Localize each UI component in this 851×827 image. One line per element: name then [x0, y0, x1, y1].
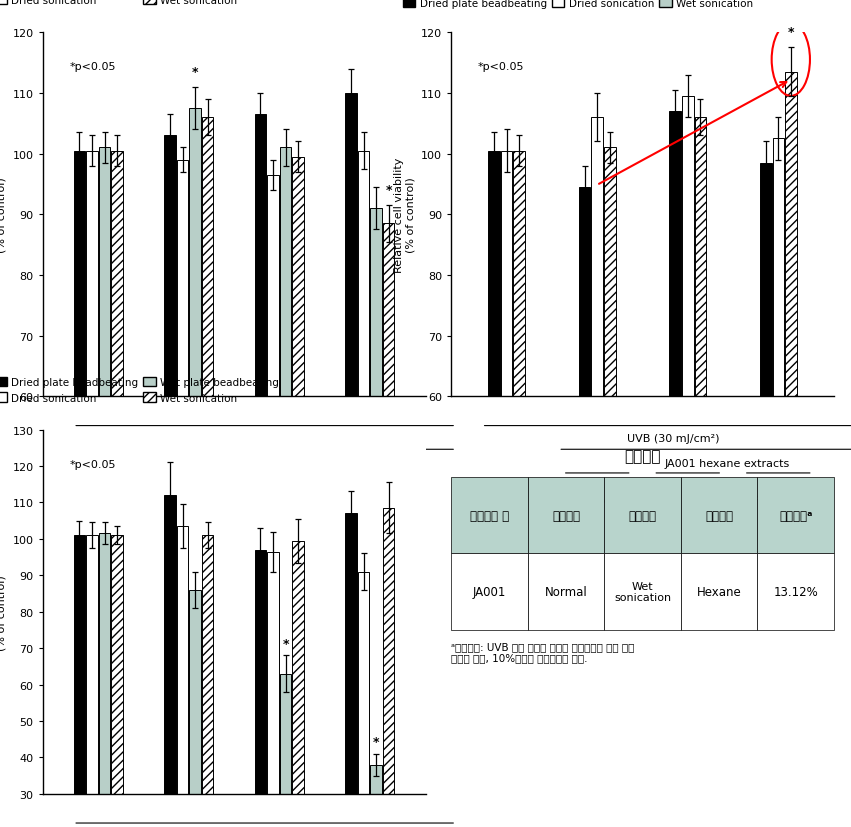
- Bar: [99, 148, 111, 397]
- Text: *: *: [373, 735, 380, 748]
- Bar: [292, 541, 304, 794]
- Bar: [383, 509, 394, 794]
- Bar: [111, 151, 123, 397]
- Y-axis label: Relative cell viability
(% of control): Relative cell viability (% of control): [0, 554, 7, 670]
- Text: UVB (30 mJ/cm²): UVB (30 mJ/cm²): [219, 433, 311, 443]
- Bar: [370, 765, 382, 794]
- Bar: [346, 514, 357, 794]
- Bar: [383, 224, 394, 397]
- Bar: [292, 157, 304, 397]
- Bar: [694, 118, 706, 397]
- Text: 10 μg/ml: 10 μg/ml: [166, 494, 212, 504]
- Bar: [501, 151, 512, 397]
- Legend: Dried plate beadbeating, Dried sonication, Wet sonication: Dried plate beadbeating, Dried sonicatio…: [399, 0, 757, 13]
- Bar: [177, 160, 188, 397]
- Bar: [111, 536, 123, 794]
- Y-axis label: Relative cell viability
(% of control): Relative cell viability (% of control): [0, 157, 7, 273]
- Bar: [346, 93, 357, 397]
- Bar: [579, 188, 591, 397]
- Text: JA001 EtOH extracts: JA001 EtOH extracts: [262, 459, 374, 469]
- Bar: [202, 536, 214, 794]
- Bar: [370, 209, 382, 397]
- Text: 40 μg/ml: 40 μg/ml: [346, 494, 393, 504]
- Bar: [591, 118, 603, 397]
- Text: *: *: [787, 26, 794, 39]
- Bar: [267, 552, 279, 794]
- Bar: [189, 590, 201, 794]
- Bar: [357, 572, 369, 794]
- Text: 20 μg/ml: 20 μg/ml: [256, 494, 302, 504]
- Bar: [513, 151, 525, 397]
- Text: 40 μg/ml: 40 μg/ml: [755, 494, 802, 504]
- Text: *: *: [283, 637, 288, 650]
- Bar: [682, 97, 694, 397]
- Bar: [164, 495, 176, 794]
- Text: *p<0.05: *p<0.05: [70, 62, 116, 72]
- Bar: [785, 73, 797, 397]
- Text: 10 μg/ml: 10 μg/ml: [574, 494, 620, 504]
- Text: *p<0.05: *p<0.05: [70, 459, 116, 469]
- Bar: [74, 536, 85, 794]
- Y-axis label: Relative cell viability
(% of control): Relative cell viability (% of control): [394, 157, 415, 273]
- Bar: [604, 148, 615, 397]
- Bar: [164, 136, 176, 397]
- Text: *p<0.05: *p<0.05: [478, 62, 524, 72]
- Bar: [189, 109, 201, 397]
- Text: JA001 hexane extracts: JA001 hexane extracts: [664, 459, 790, 469]
- Bar: [254, 115, 266, 397]
- Bar: [488, 151, 500, 397]
- Bar: [177, 527, 188, 794]
- Text: ᵃ효과정도: UVB 조사 전후에 추출물 정리유무에 따른 세포
생존력 차이, 10%이상의 보호효과만 선택.: ᵃ효과정도: UVB 조사 전후에 추출물 정리유무에 따른 세포 생존력 차이…: [451, 641, 634, 662]
- Text: *: *: [191, 65, 198, 79]
- Bar: [280, 674, 291, 794]
- Bar: [86, 151, 98, 397]
- Bar: [99, 533, 111, 794]
- Legend: Dried plate beadbeating, Dried sonication, Wet plate beadbeating, Wet sonication: Dried plate beadbeating, Dried sonicatio…: [0, 0, 283, 11]
- Bar: [254, 550, 266, 794]
- Bar: [670, 112, 681, 397]
- Bar: [86, 536, 98, 794]
- Legend: Dried plate beadbeating, Dried sonication, Wet plate beadbeating, Wet sonication: Dried plate beadbeating, Dried sonicatio…: [0, 373, 283, 408]
- Bar: [773, 139, 784, 397]
- Bar: [357, 151, 369, 397]
- Bar: [202, 118, 214, 397]
- Bar: [267, 175, 279, 397]
- Text: 20 μg/ml: 20 μg/ml: [665, 494, 711, 504]
- Bar: [280, 148, 291, 397]
- Bar: [74, 151, 85, 397]
- Text: 결과요약: 결과요약: [625, 448, 660, 463]
- Text: *: *: [386, 184, 391, 197]
- Bar: [760, 164, 772, 397]
- Text: UVB (30 mJ/cm²): UVB (30 mJ/cm²): [627, 433, 719, 443]
